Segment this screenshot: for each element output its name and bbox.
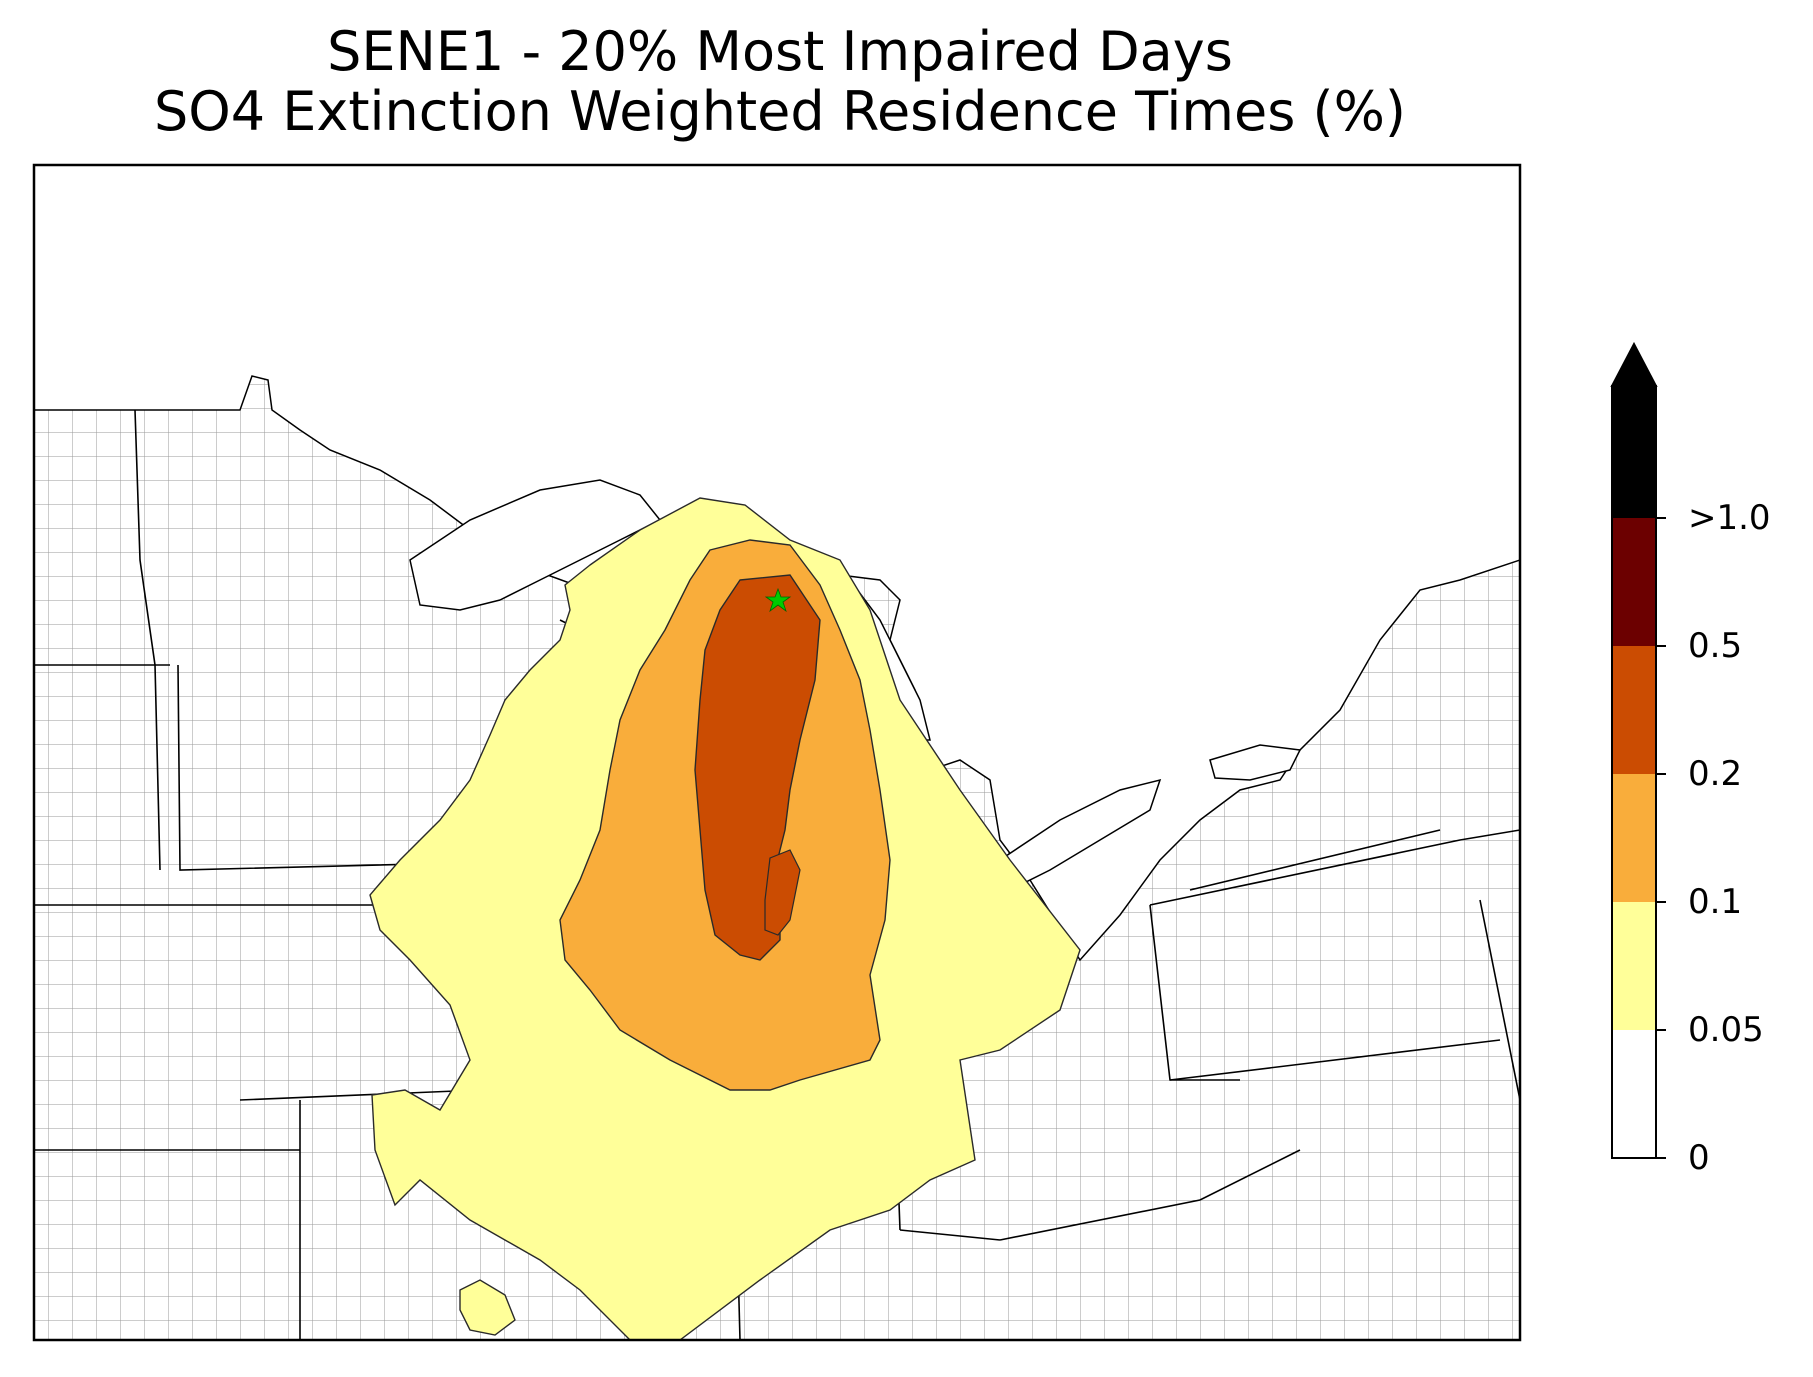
colorbar-ticks — [1656, 517, 1666, 1159]
lake-superior — [409, 479, 662, 611]
colorbar-tick-label: 0.5 — [1688, 626, 1743, 666]
contour-0.2 — [694, 574, 821, 961]
colorbar-band-4 — [1612, 518, 1656, 646]
map-frame — [32, 163, 1522, 1342]
colorbar-band-5 — [1612, 386, 1656, 518]
contour-0.05-outlier — [459, 1279, 516, 1336]
colorbar-extend-arrow — [1610, 341, 1658, 387]
colorbar-tick-label: 0.2 — [1688, 754, 1743, 794]
site-marker-star — [764, 587, 792, 613]
colorbar-bands — [1612, 386, 1656, 1158]
colorbar-tick-label: 0.05 — [1688, 1010, 1764, 1050]
colorbar-tick-label: 0 — [1688, 1138, 1710, 1178]
colorbar-band-1 — [1612, 902, 1656, 1030]
title-line-2: SO4 Extinction Weighted Residence Times … — [153, 80, 1407, 143]
colorbar-band-0 — [1612, 1030, 1656, 1158]
map-title: SENE1 - 20% Most Impaired Days SO4 Extin… — [0, 22, 1560, 142]
colorbar-outline — [1611, 385, 1657, 1159]
map-area — [34, 375, 1520, 1340]
contour-0.5-strip — [764, 849, 801, 936]
title-line-1: SENE1 - 20% Most Impaired Days — [327, 20, 1233, 83]
lake-erie — [999, 778, 1162, 892]
colorbar — [1610, 341, 1666, 1159]
colorbar-tick-label: >1.0 — [1688, 498, 1771, 538]
colorbar-tick-label: 0.1 — [1688, 882, 1743, 922]
colorbar-band-2 — [1612, 774, 1656, 902]
colorbar-band-3 — [1612, 646, 1656, 774]
lake-ontario — [1209, 744, 1302, 781]
